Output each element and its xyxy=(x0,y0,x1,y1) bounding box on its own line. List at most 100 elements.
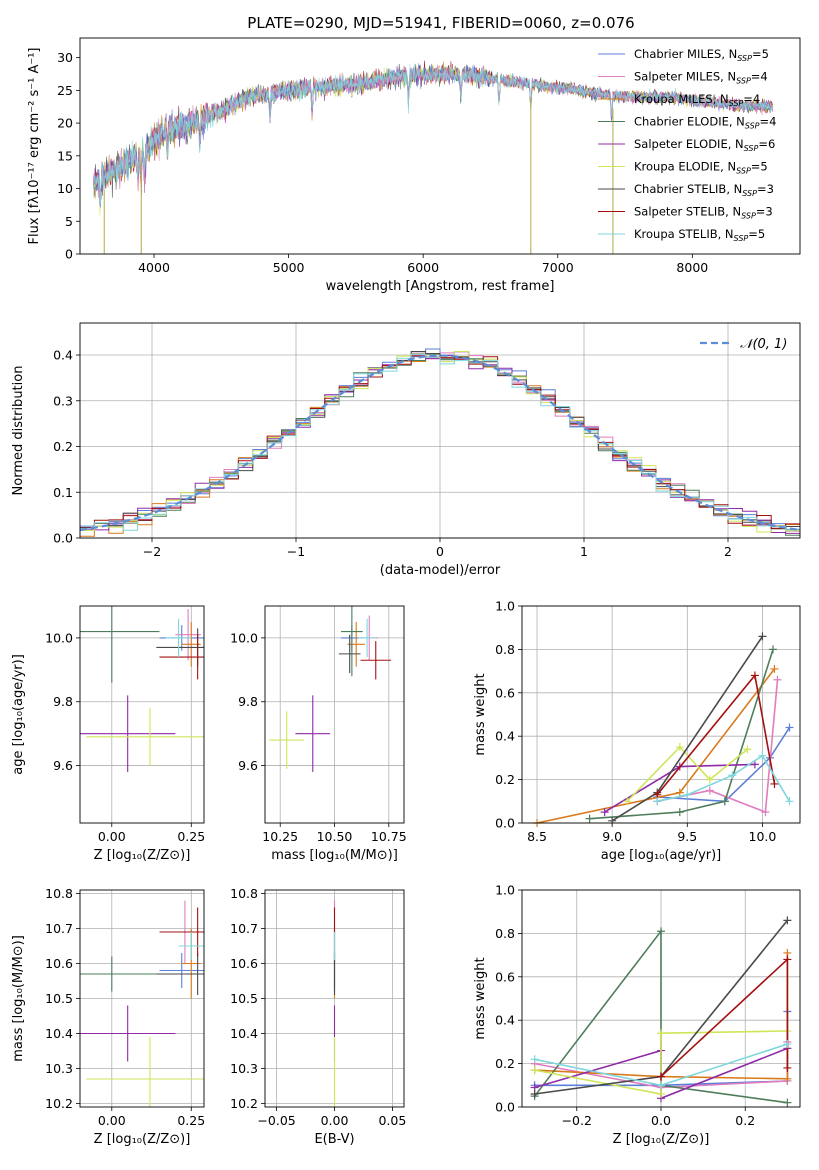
y-tick-label: 20 xyxy=(57,116,73,131)
mass-vs-Z-panel: 0.00 0.25 10.2 10.3 10.4 10.5 10.6 10.7 10.8 Z [l… xyxy=(11,886,205,1147)
legend-label: Kroupa MILES, NSSP=4 xyxy=(634,92,760,108)
legend-tail: =4 xyxy=(743,92,760,106)
legend-subscript: SSP xyxy=(736,77,751,86)
legend-tail: =4 xyxy=(760,115,777,129)
weight-marker xyxy=(675,808,684,817)
legend-text: Chabrier ELODIE, N xyxy=(634,115,745,129)
legend-label: Kroupa ELODIE, NSSP=5 xyxy=(634,160,768,176)
x-tick-label: −1 xyxy=(287,544,305,559)
x-tick-label: 10.0 xyxy=(749,829,777,844)
weight-marker xyxy=(720,797,729,806)
weight-marker xyxy=(653,797,662,806)
y-tick-label: 0.2 xyxy=(495,1056,515,1071)
figure-title: PLATE=0290, MJD=51941, FIBERID=0060, z=0… xyxy=(247,14,634,32)
legend-label: Chabrier MILES, NSSP=5 xyxy=(634,47,769,63)
weight-marker xyxy=(728,771,737,780)
histogram-step xyxy=(80,353,800,531)
legend-text: Chabrier MILES, N xyxy=(634,47,737,61)
weight-line xyxy=(536,668,776,823)
y-axis-label: mass [log₁₀(M/M⊙)] xyxy=(11,935,26,1062)
x-tick-label: 9.5 xyxy=(677,829,697,844)
axes-frame xyxy=(264,889,405,1108)
weight-marker xyxy=(770,779,779,788)
legend-tail: =6 xyxy=(758,137,775,151)
legend-tail: =4 xyxy=(751,70,768,84)
y-tick-label: 10.5 xyxy=(230,991,258,1006)
x-tick-label: −2 xyxy=(143,544,161,559)
y-tick-label: 10.8 xyxy=(230,886,258,901)
legend-subscript: SSP xyxy=(734,234,749,243)
axes-frame xyxy=(79,37,801,255)
y-tick-label: 0.0 xyxy=(495,816,515,831)
weight-marker xyxy=(705,786,714,795)
x-tick-label: 0.25 xyxy=(177,829,205,844)
weight-marker xyxy=(783,1098,792,1107)
legend-text: Kroupa ELODIE, N xyxy=(634,160,736,174)
spectrum-line xyxy=(93,63,774,205)
legend-label: Salpeter MILES, NSSP=4 xyxy=(634,70,768,86)
x-axis-label: Z [log₁₀(Z/Z⊙)] xyxy=(94,1132,191,1147)
legend-label: Chabrier STELIB, NSSP=3 xyxy=(634,182,774,198)
weight-marker xyxy=(585,814,594,823)
legend-tail: =5 xyxy=(751,160,768,174)
y-tick-label: 0.6 xyxy=(495,685,515,700)
y-tick-label: 10.5 xyxy=(45,991,73,1006)
mass-weight-vs-Z-panel: −0.2 0.0 0.2 0.0 0.2 0.4 0.6 0.8 1.0 Z [log₁₀(Z/Z… xyxy=(473,883,801,1147)
y-tick-label: 1.0 xyxy=(495,883,515,898)
y-tick-label: 0.6 xyxy=(495,969,515,984)
weight-marker xyxy=(768,645,777,654)
y-tick-label: 9.6 xyxy=(238,758,258,773)
y-tick-label: 30 xyxy=(57,50,73,65)
y-tick-label: 10.4 xyxy=(230,1026,258,1041)
spectrum-line xyxy=(93,64,774,199)
y-tick-label: 10.2 xyxy=(45,1096,73,1111)
y-axis-label: mass weight xyxy=(473,957,488,1039)
x-tick-label: 0.00 xyxy=(98,829,126,844)
legend-label: Chabrier ELODIE, NSSP=4 xyxy=(634,115,776,131)
y-tick-label: 9.6 xyxy=(53,758,73,773)
legend-label: 𝒩(0, 1) xyxy=(740,337,787,352)
weight-marker xyxy=(657,927,665,936)
legend-subscript: SSP xyxy=(742,189,757,198)
normal-curve xyxy=(80,354,800,532)
y-tick-label: 10.8 xyxy=(45,886,73,901)
weight-marker xyxy=(758,751,767,760)
y-tick-label: 10.3 xyxy=(45,1061,73,1076)
legend-tail: =3 xyxy=(756,205,773,219)
y-tick-label: 0.2 xyxy=(53,439,73,454)
y-tick-label: 0.0 xyxy=(53,531,73,546)
y-axis-label: mass weight xyxy=(473,673,488,755)
x-axis-label: E(B-V) xyxy=(314,1132,354,1147)
x-tick-label: 0.00 xyxy=(321,1113,349,1128)
x-tick-label: 0 xyxy=(436,544,444,559)
y-tick-label: 10.4 xyxy=(45,1026,73,1041)
legend-text: Salpeter MILES, N xyxy=(634,70,736,84)
x-tick-label: 8.5 xyxy=(527,829,547,844)
x-tick-label: 0.2 xyxy=(735,1113,755,1128)
legend-label: Salpeter ELODIE, NSSP=6 xyxy=(634,137,775,153)
spectrum-line xyxy=(93,63,774,200)
weight-marker xyxy=(530,1055,539,1064)
age-vs-mass-panel: 10.25 10.50 10.75 9.6 9.8 10.0 mass [log₁₀(M/M… xyxy=(230,605,407,863)
weight-line xyxy=(534,1030,788,1095)
legend-text: Kroupa MILES, N xyxy=(634,92,729,106)
y-tick-label: 25 xyxy=(57,83,73,98)
residuals-panel: −2 −1 0 1 2 0.0 0.1 0.2 0.3 0.4 (data-model)/error… xyxy=(11,322,801,578)
y-tick-label: 10 xyxy=(57,181,73,196)
y-tick-label: 0.8 xyxy=(495,926,515,941)
weight-marker xyxy=(783,1074,792,1083)
x-tick-label: 7000 xyxy=(542,260,574,275)
axes-frame xyxy=(79,322,801,539)
legend-subscript: SSP xyxy=(744,144,759,153)
weight-marker xyxy=(783,916,792,925)
y-tick-label: 0.1 xyxy=(53,485,73,500)
weight-marker xyxy=(657,1081,665,1090)
weight-marker xyxy=(785,723,794,732)
age-vs-Z-panel: 0.00 0.25 9.6 9.8 10.0 Z [log₁₀(Z/Z⊙)] age [lo… xyxy=(11,605,205,863)
legend-text: Salpeter ELODIE, N xyxy=(634,137,744,151)
y-tick-label: 9.8 xyxy=(238,694,258,709)
y-tick-label: 5 xyxy=(65,214,73,229)
mass-vs-ebv-panel: −0.05 0.00 0.05 10.2 10.3 10.4 10.5 10.6 10.7 10.… xyxy=(230,886,406,1147)
y-tick-label: 0 xyxy=(65,247,73,262)
weight-marker xyxy=(530,1066,539,1075)
